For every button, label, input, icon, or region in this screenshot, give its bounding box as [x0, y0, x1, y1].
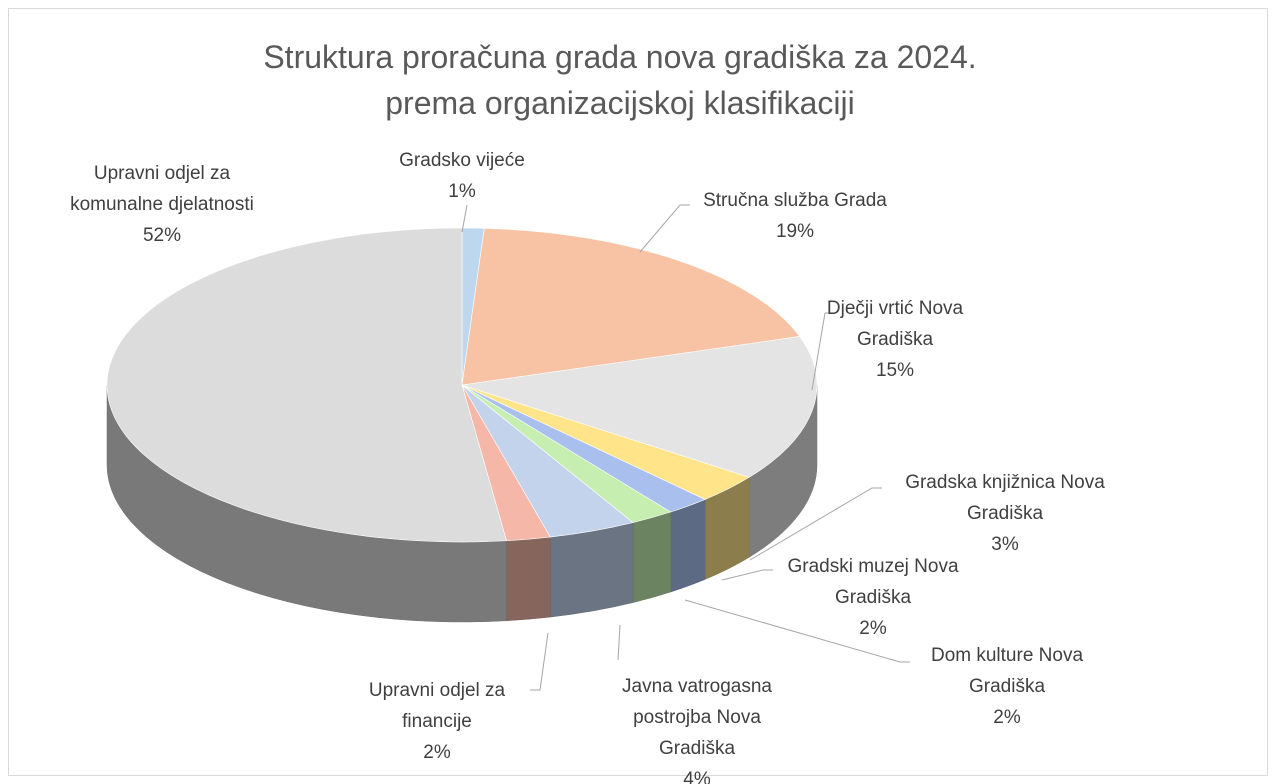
label-category: Dječji vrtić Nova Gradiška	[826, 298, 964, 350]
leader-line	[811, 312, 835, 391]
label-value: 2%	[859, 618, 887, 639]
label-category: Stručna služba Grada	[703, 190, 887, 211]
leader-line	[749, 487, 882, 561]
pie-slice	[461, 228, 801, 386]
label-value: 2%	[993, 707, 1021, 728]
chart-frame	[8, 8, 1268, 776]
slice-side	[550, 522, 634, 618]
slice-side	[632, 511, 671, 603]
label-category: Upravni odjel za financije	[368, 680, 506, 732]
label-value: 2%	[423, 742, 451, 763]
leader-line	[617, 624, 621, 661]
data-label: Gradska knjižnica Nova Gradiška 3%	[890, 467, 1120, 560]
data-label: Stručna služba Grada 19%	[665, 185, 925, 247]
pie-sides	[106, 384, 818, 623]
label-value: 52%	[142, 225, 182, 246]
data-label: Upravni odjel za financije 2%	[352, 675, 522, 768]
data-label: Dječji vrtić Nova Gradiška 15%	[810, 293, 980, 386]
data-label: Upravni odjel za komunalne djelatnosti 52…	[57, 158, 267, 251]
label-category: Dom kulture Nova Gradiška	[930, 645, 1084, 697]
leader-lines	[461, 204, 910, 691]
leader-line	[639, 204, 690, 253]
leader-line	[721, 569, 773, 581]
slice-side	[670, 499, 706, 593]
label-category: Javna vatrogasna postrojba Nova Gradiška	[622, 676, 772, 759]
label-category: Upravni odjel za komunalne djelatnosti	[70, 163, 254, 215]
pie-tops	[106, 227, 818, 543]
label-value: 3%	[991, 534, 1019, 555]
label-category: Gradska knjižnica Nova Gradiška	[905, 472, 1105, 524]
label-value: 4%	[683, 769, 711, 784]
leader-line	[684, 599, 910, 663]
leader-line	[530, 632, 549, 691]
label-value: 19%	[775, 221, 815, 242]
label-category: Gradski muzej Nova Gradiška	[787, 556, 959, 608]
pie-slice	[461, 336, 818, 478]
label-value: 1%	[448, 181, 476, 202]
label-value: 15%	[875, 360, 915, 381]
pie-slice	[106, 227, 507, 543]
leader-line	[461, 204, 468, 233]
data-label: Dom kulture Nova Gradiška 2%	[912, 640, 1102, 733]
chart-title: Struktura proračuna grada nova gradiška …	[263, 39, 977, 121]
data-label: Javna vatrogasna postrojba Nova Gradiška…	[612, 671, 782, 784]
slice-side	[506, 536, 551, 622]
data-label: Gradski muzej Nova Gradiška 2%	[778, 551, 968, 644]
label-category: Gradsko vijeće	[399, 150, 525, 171]
data-label: Gradsko vijeće 1%	[387, 145, 537, 207]
